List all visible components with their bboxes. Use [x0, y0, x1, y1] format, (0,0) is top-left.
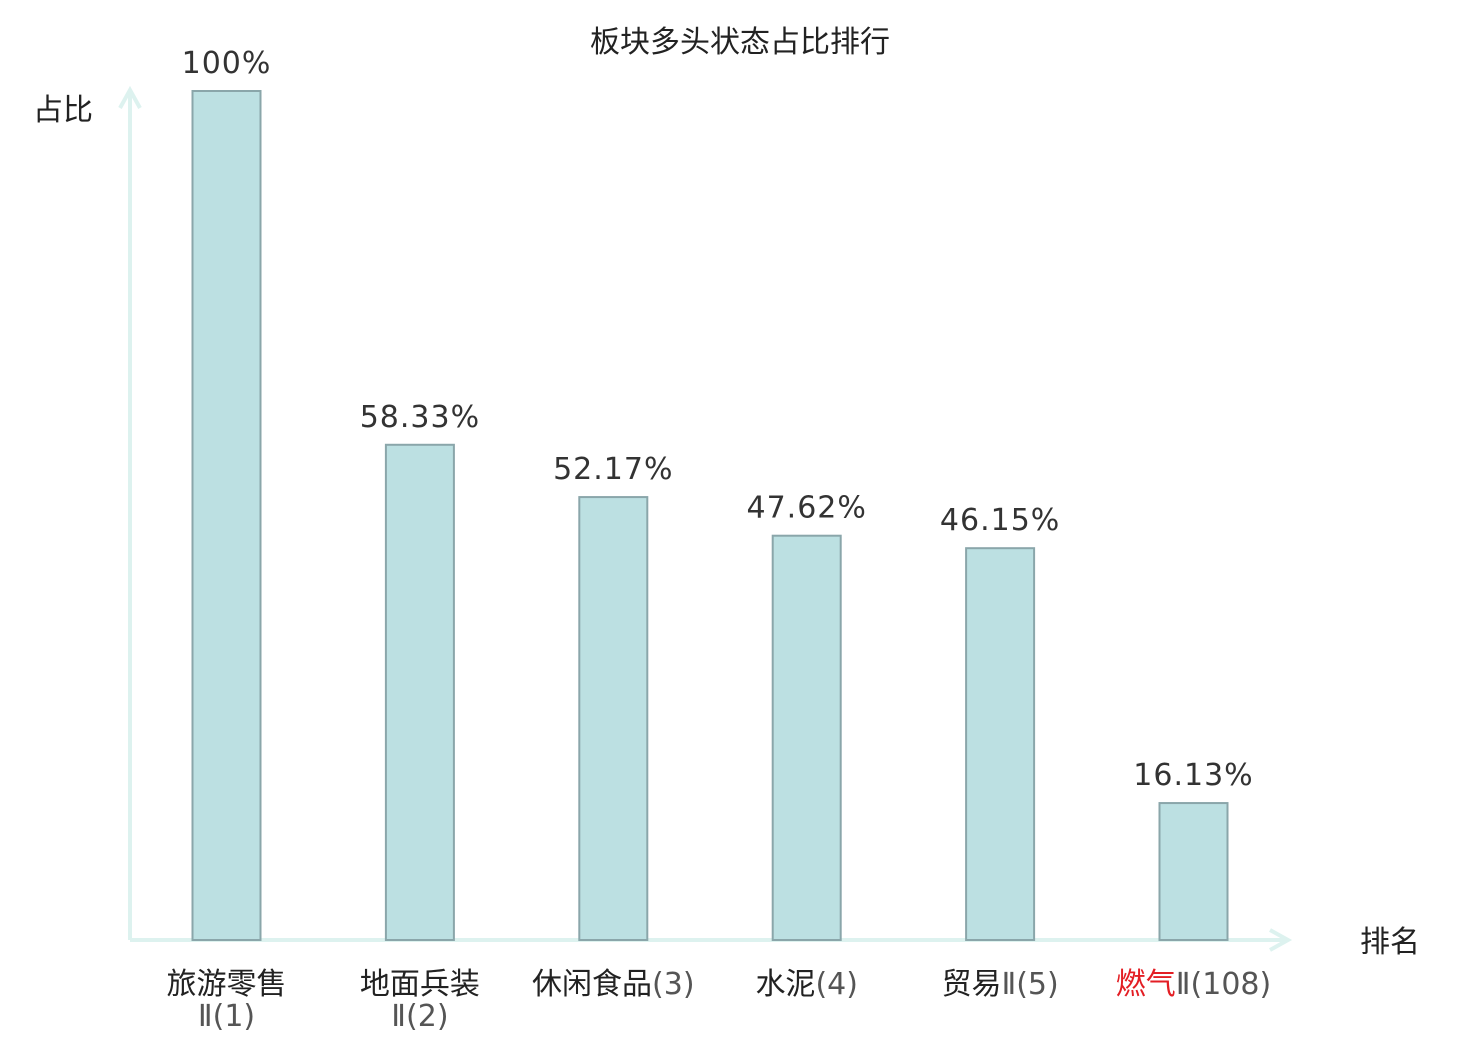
bar [191, 90, 262, 941]
y-axis-label: 占比 [33, 93, 93, 128]
tick-label: 休闲食品(3) [532, 967, 695, 1002]
bars-group [191, 90, 1229, 942]
bar [965, 547, 1036, 942]
x-axis-arrow [1269, 928, 1293, 952]
tick-label: 水泥(4) [755, 967, 858, 1002]
tick-label: 旅游零售 [167, 967, 287, 1002]
data-label: 47.62% [747, 491, 867, 526]
value-labels-group: 100% 58.33% 52.17% 47.62% 46.15% 16.13% [182, 46, 1253, 793]
bar [384, 443, 455, 941]
tick-label: 地面兵装 [360, 967, 480, 1002]
tick-label-rank: Ⅱ(5) [1001, 967, 1058, 1002]
tick-label-name: 水泥 [755, 967, 815, 1002]
data-label: 16.13% [1133, 758, 1253, 793]
tick-label-rank: (4) [815, 967, 858, 1002]
data-label: 52.17% [553, 452, 673, 487]
tick-label-name: 休闲食品 [532, 967, 652, 1002]
tick-label-name: 贸易 [941, 967, 1001, 1002]
tick-label-rank: Ⅱ(2) [391, 999, 448, 1034]
bar [1158, 802, 1229, 941]
data-label: 58.33% [360, 400, 480, 435]
bar [578, 496, 649, 941]
tick-label: 贸易Ⅱ(5) [941, 967, 1058, 1002]
data-label: 46.15% [940, 503, 1060, 538]
tick-label-rank: (3) [652, 967, 695, 1002]
tick-label-rank: Ⅱ(108) [1176, 967, 1271, 1002]
data-label: 100% [182, 46, 272, 81]
x-axis-label: 排名 [1360, 925, 1420, 960]
chart-title: 板块多头状态占比排行 [590, 25, 890, 60]
bar [771, 534, 842, 941]
axes [118, 85, 1293, 952]
tick-label: 燃气Ⅱ(108) [1116, 967, 1271, 1002]
tick-label-rank: Ⅱ(1) [198, 999, 255, 1034]
tick-label-name: 燃气 [1116, 967, 1176, 1002]
y-axis-arrow [118, 85, 142, 109]
